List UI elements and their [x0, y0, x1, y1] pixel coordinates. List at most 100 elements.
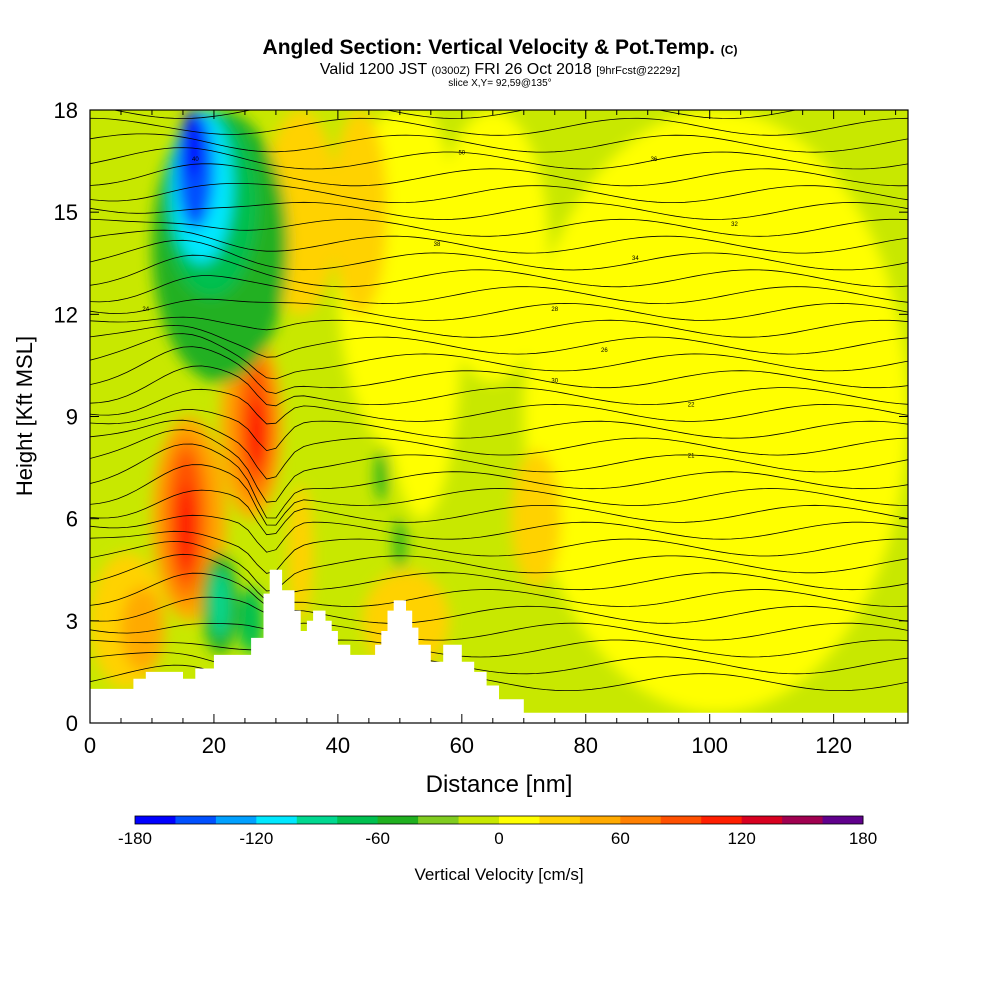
isentrope-label: 36 [651, 157, 658, 163]
isentrope-label: 26 [601, 348, 608, 354]
isentrope-label: 34 [632, 256, 639, 262]
isentrope-label: 24 [142, 307, 149, 313]
velocity-region [120, 586, 165, 672]
colorbar-swatch [418, 816, 460, 824]
chart-subtitle: Valid 1200 JST (0300Z) FRI 26 Oct 2018 [… [0, 61, 1000, 79]
isentrope-line [90, 489, 908, 536]
x-tick-label: 40 [326, 733, 350, 758]
isentrope-label: 21 [688, 453, 695, 459]
x-tick-label: 20 [202, 733, 226, 758]
y-tick-label: 0 [66, 711, 78, 736]
isentrope-line [90, 429, 908, 503]
isentrope-line [90, 316, 908, 338]
isentrope-line [90, 419, 908, 480]
isentrope-line [90, 239, 908, 271]
isentrope-line [90, 117, 908, 136]
colorbar-tick-label: -60 [365, 829, 390, 848]
colorbar-swatch [135, 816, 176, 824]
colorbar-swatch [377, 816, 419, 824]
colorbar-swatch [296, 816, 338, 824]
velocity-field [90, 110, 908, 713]
isentrope-line [90, 530, 908, 574]
velocity-region [210, 569, 230, 638]
isentrope-line [90, 275, 908, 305]
isentrope-label: 32 [731, 222, 738, 228]
colorbar-tick-label: 0 [494, 829, 503, 848]
isentrope-line [90, 514, 908, 553]
isentrope-line [90, 324, 908, 358]
isentrope-line [90, 147, 908, 170]
isentrope-line [90, 298, 908, 321]
colorbar-tick-label: -180 [118, 829, 152, 848]
colorbar-swatch [458, 816, 500, 824]
isentrope-label: 22 [688, 402, 695, 408]
colorbar-swatch [701, 816, 743, 824]
isentrope-line [90, 409, 908, 452]
colorbar-tick-label: 120 [727, 829, 755, 848]
velocity-region [375, 450, 388, 502]
isentrope-line [90, 596, 908, 624]
velocity-region [511, 450, 561, 587]
x-tick-label: 0 [84, 733, 96, 758]
isentrope-line [90, 464, 908, 526]
isentrope-line [90, 639, 908, 658]
chart-title: Angled Section: Vertical Velocity & Pot.… [0, 36, 1000, 60]
velocity-region [182, 110, 202, 179]
colorbar-tick-label: -120 [239, 829, 273, 848]
isentrope-line [90, 218, 908, 237]
terrain [90, 569, 908, 723]
isentrope-line [90, 388, 908, 425]
colorbar-swatch [620, 816, 662, 824]
chart-title-unit: (C) [720, 43, 738, 57]
y-tick-label: 6 [66, 507, 78, 532]
x-tick-label: 60 [450, 733, 474, 758]
colorbar-swatch [337, 816, 379, 824]
isentrope-label: 38 [434, 242, 441, 248]
y-tick-label: 12 [54, 302, 78, 327]
isentrope-line [90, 333, 908, 380]
isentrope-line [90, 346, 908, 394]
y-tick-label: 3 [66, 609, 78, 634]
subtitle-valid: Valid 1200 JST [319, 61, 427, 78]
colorbar-tick-label: 180 [849, 829, 877, 848]
subtitle-date: FRI 26 Oct 2018 [474, 61, 592, 78]
isentrope-line [90, 133, 908, 153]
x-axis-label: Distance [nm] [426, 771, 573, 798]
y-tick-label: 15 [54, 200, 78, 225]
colorbar-swatch [175, 816, 217, 824]
velocity-region [176, 484, 196, 570]
x-tick-label: 80 [574, 733, 598, 758]
colorbar-swatch [741, 816, 783, 824]
colorbar-swatch [256, 816, 298, 824]
isentrope-line [90, 254, 908, 288]
velocity-region [288, 484, 314, 621]
velocity-region [238, 586, 264, 655]
velocity-region [437, 110, 549, 383]
isentrope-label: 30 [551, 378, 558, 384]
isentrope-label: 50 [458, 150, 465, 156]
isentrope-line [90, 183, 908, 204]
x-tick-label: 120 [815, 733, 852, 758]
isentrope-line [90, 229, 908, 254]
x-tick-label: 100 [691, 733, 728, 758]
colorbar-label: Vertical Velocity [cm/s] [414, 865, 583, 884]
colorbar-swatch [215, 816, 257, 824]
isentrope-line [90, 572, 908, 608]
y-axis-label: Height [Kft MSL] [12, 336, 37, 496]
isentrope-line [90, 201, 908, 220]
velocity-region [523, 110, 908, 713]
y-tick-label: 18 [54, 98, 78, 123]
isentrope-line [90, 553, 908, 603]
isentrope-line [90, 365, 908, 407]
colorbar-swatch [499, 816, 540, 824]
colorbar-swatch [782, 816, 824, 824]
velocity-region [248, 399, 267, 468]
subtitle-utc: (0300Z) [431, 65, 470, 77]
isentrope-line [90, 163, 908, 187]
velocity-region [331, 110, 388, 315]
chart-title-text: Angled Section: Vertical Velocity & Pot.… [262, 36, 715, 59]
slice-label: slice X,Y= 92,59@135° [448, 78, 552, 89]
y-tick-label: 9 [66, 405, 78, 430]
